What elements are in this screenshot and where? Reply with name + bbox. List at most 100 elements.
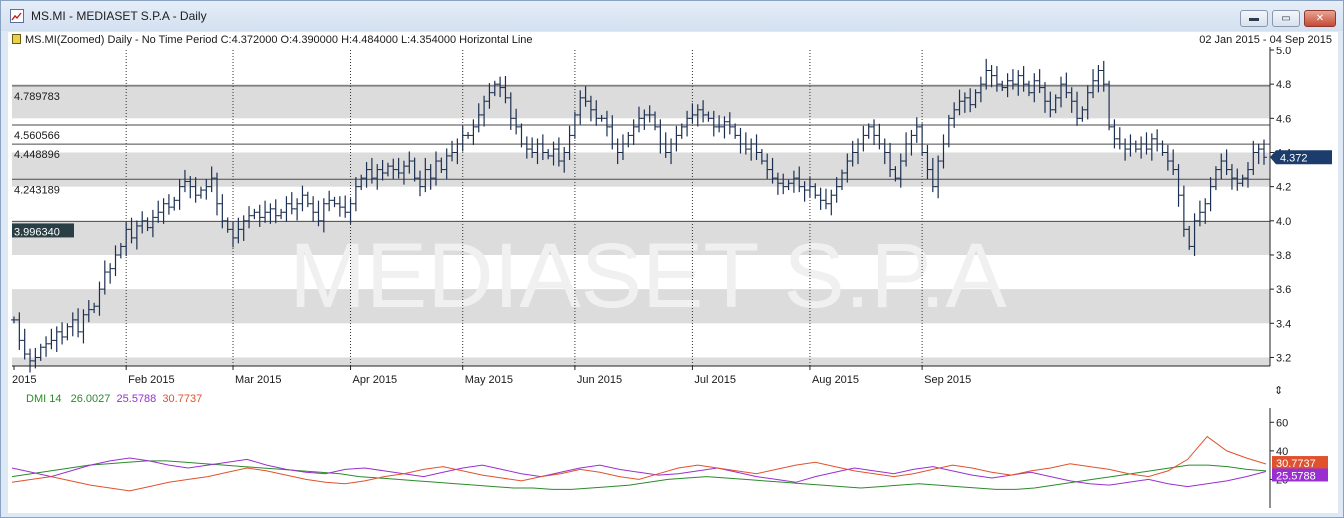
- ohlc-bar: [657, 119, 664, 154]
- grid-band: [12, 152, 1270, 187]
- ohlc-bar: [43, 336, 50, 357]
- di-plus-value: 25.5788: [116, 393, 157, 405]
- ohlc-bar: [908, 129, 915, 156]
- ohlc-bar: [871, 119, 878, 145]
- ohlc-bar: [625, 131, 632, 148]
- dmi-y-tick: 40: [1276, 446, 1288, 458]
- ohlc-bar: [732, 123, 739, 139]
- ohlc-bar: [673, 125, 680, 152]
- dmi-value-tag: [1272, 468, 1328, 482]
- hline-label: 4.789783: [14, 91, 60, 103]
- ohlc-bar: [678, 123, 685, 139]
- ohlc-bar: [737, 127, 744, 154]
- ohlc-bar: [278, 208, 285, 220]
- ohlc-bar: [1116, 127, 1123, 150]
- x-axis-label: Sep 2015: [924, 374, 971, 386]
- hline-label: 3.996340: [14, 226, 60, 238]
- close-button[interactable]: ✕: [1304, 10, 1336, 27]
- hline-label-bg: [12, 223, 74, 238]
- date-range-label: 02 Jan 2015 - 04 Sep 2015: [1199, 34, 1332, 46]
- x-axis-label: Feb 2015: [128, 374, 174, 386]
- ohlc-bar: [107, 263, 114, 284]
- di-minus-value: 30.7737: [162, 393, 203, 405]
- ohlc-bar: [860, 125, 867, 152]
- price-y-tick: 3.4: [1276, 318, 1291, 330]
- dmi-value-tag-label: 30.7737: [1276, 458, 1316, 470]
- ohlc-bar: [876, 123, 883, 150]
- ohlc-bar: [822, 188, 829, 210]
- ohlc-bar: [1261, 139, 1267, 165]
- ohlc-bar: [470, 119, 477, 145]
- dmi-label: DMI 14: [26, 393, 62, 405]
- ohlc-bar: [742, 132, 749, 155]
- x-axis-label: Aug 2015: [812, 374, 859, 386]
- ohlc-bar: [48, 328, 55, 350]
- restore-button[interactable]: ▭: [1272, 10, 1300, 27]
- ohlc-bar: [294, 198, 301, 221]
- ohlc-bar: [53, 326, 60, 352]
- symbol-icon: [12, 34, 21, 44]
- ohlc-bar: [299, 185, 306, 212]
- dmi-y-tick: 60: [1276, 417, 1288, 429]
- x-axis-label: Jun 2015: [577, 374, 622, 386]
- ohlc-bar: [283, 196, 290, 222]
- x-axis-label: Jul 2015: [694, 374, 736, 386]
- price-chart[interactable]: MEDIASET S.P.A 4.789783 4.560566 4.448896 4…: [8, 47, 1338, 407]
- ohlc-bar: [865, 123, 872, 139]
- ohlc-bar: [326, 190, 333, 212]
- dmi-value-tag: [1272, 456, 1328, 470]
- ohlc-bar: [64, 323, 71, 341]
- x-axis-label: 2015: [12, 374, 36, 386]
- ohlc-bar: [251, 208, 258, 220]
- watermark-text: MEDIASET S.P.A: [289, 225, 1007, 327]
- hline-label: 4.560566: [14, 130, 60, 142]
- x-axis-label: May 2015: [465, 374, 513, 386]
- ohlc-bar: [331, 196, 338, 208]
- hline-label: 4.243189: [14, 184, 60, 196]
- ohlc-bar: [817, 187, 824, 210]
- ohlc-bar: [828, 189, 835, 216]
- ohlc-bar: [945, 114, 952, 148]
- dmi-series-line: [11, 435, 1267, 492]
- ohlc-bar: [1202, 198, 1209, 224]
- price-y-tick: 4.0: [1276, 216, 1291, 228]
- ohlc-bar: [459, 125, 466, 152]
- window-title: MS.MI - MEDIASET S.P.A - Daily: [31, 9, 207, 23]
- grid-band: [12, 84, 1270, 119]
- ohlc-bar: [721, 116, 728, 139]
- ohlc-bar: [342, 195, 349, 218]
- last-price-label: 4.372: [1280, 152, 1308, 164]
- ohlc-bar: [1154, 129, 1161, 152]
- ohlc-bar: [347, 198, 354, 224]
- ohlc-bar: [262, 200, 269, 223]
- ohlc-bar: [919, 123, 926, 156]
- last-price-marker: [1270, 150, 1332, 165]
- ohlc-bar: [988, 65, 995, 88]
- price-y-tick: 4.6: [1276, 113, 1291, 125]
- ohlc-bar: [59, 322, 66, 345]
- chart-area[interactable]: MS.MI(Zoomed) Daily - No Time Period C:4…: [8, 32, 1338, 513]
- dmi-legend: DMI 14 26.0027 25.5788 30.7737: [26, 393, 202, 405]
- title-bar: MS.MI - MEDIASET S.P.A - Daily ▬ ▭ ✕: [1, 1, 1343, 31]
- x-axis-label: Apr 2015: [353, 374, 398, 386]
- panel-resize-icon[interactable]: ⇕: [1274, 385, 1284, 397]
- ohlc-bar: [288, 192, 295, 215]
- price-legend-text: MS.MI(Zoomed) Daily - No Time Period C:4…: [25, 34, 533, 46]
- grid-band: [12, 289, 1270, 324]
- ohlc-bar: [197, 186, 204, 199]
- ohlc-bar: [160, 198, 167, 224]
- ohlc-bar: [304, 191, 311, 208]
- ohlc-bar: [465, 131, 472, 139]
- ohlc-bar: [630, 119, 637, 145]
- grid-band: [12, 220, 1270, 255]
- price-y-tick: 3.8: [1276, 250, 1291, 262]
- chart-app-icon: [10, 9, 24, 23]
- minimize-button[interactable]: ▬: [1240, 10, 1268, 27]
- price-y-tick: 5.0: [1276, 47, 1291, 57]
- ohlc-bar: [913, 117, 920, 143]
- dmi-series-line: [11, 457, 1267, 488]
- price-y-tick: 4.2: [1276, 182, 1291, 194]
- ohlc-bar: [165, 194, 172, 215]
